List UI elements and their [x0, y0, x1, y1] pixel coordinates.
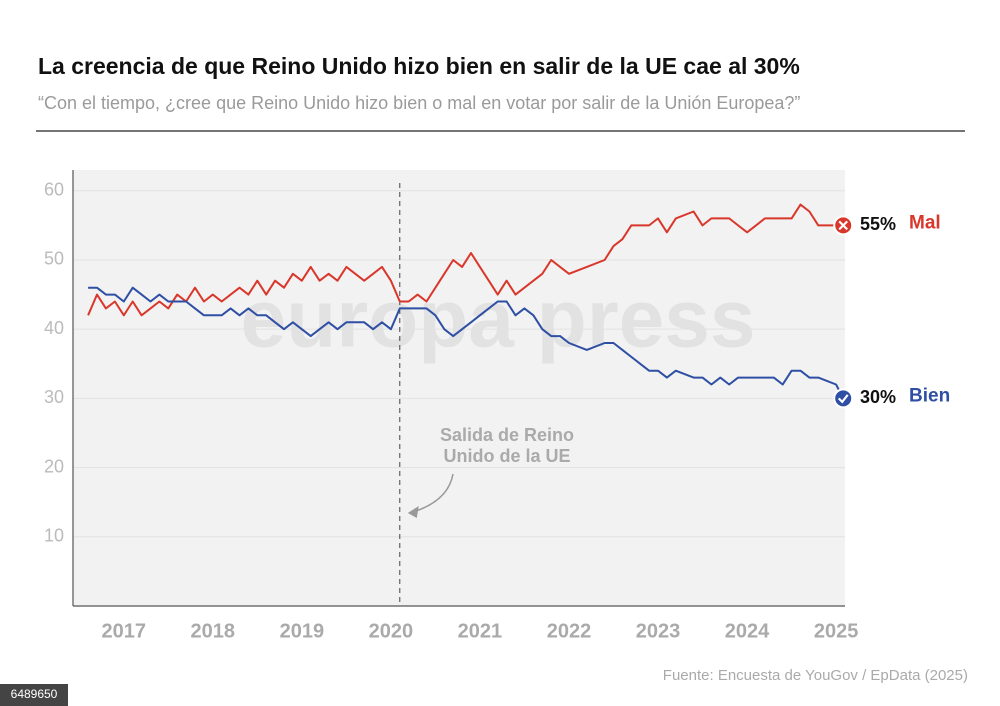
x-tick-label: 2017	[102, 620, 147, 642]
x-tick-label: 2025	[814, 620, 859, 642]
x-tick-label: 2018	[191, 620, 236, 642]
y-tick-label: 20	[44, 456, 64, 476]
legend-label: Bien	[909, 385, 950, 406]
end-label: 55%	[860, 214, 896, 234]
end-label: 30%	[860, 387, 896, 407]
series-line	[87, 203, 844, 317]
x-tick-label: 2024	[725, 620, 770, 642]
plot-background	[73, 170, 845, 606]
end-icon	[837, 394, 849, 404]
source: Fuente: Encuesta de YouGov / EpData (202…	[663, 667, 968, 684]
x-tick-label: 2021	[458, 620, 503, 642]
annotation: Unido de la UE	[443, 446, 570, 466]
id-badge	[0, 684, 68, 706]
annotation-arrowhead	[407, 506, 419, 518]
end-marker	[833, 388, 854, 409]
y-tick-label: 60	[44, 180, 64, 200]
y-tick-label: 50	[44, 249, 64, 269]
image-id: 6489650	[11, 687, 58, 701]
legend-label: Mal	[909, 212, 941, 233]
series-line	[88, 286, 845, 399]
y-tick-label: 10	[44, 526, 64, 546]
chart-subtitle: “Con el tiempo, ¿cree que Reino Unido hi…	[38, 93, 800, 113]
x-tick-label: 2020	[369, 620, 414, 642]
chart-title: La creencia de que Reino Unido hizo bien…	[38, 53, 800, 79]
watermark: europa press	[241, 274, 756, 365]
annotation: Salida de Reino	[440, 425, 574, 445]
y-tick-label: 40	[44, 318, 64, 338]
end-icon	[838, 220, 848, 231]
x-tick-label: 2022	[547, 620, 592, 642]
y-tick-label: 30	[44, 387, 64, 407]
x-tick-label: 2023	[636, 620, 681, 642]
x-tick-label: 2019	[280, 620, 325, 642]
